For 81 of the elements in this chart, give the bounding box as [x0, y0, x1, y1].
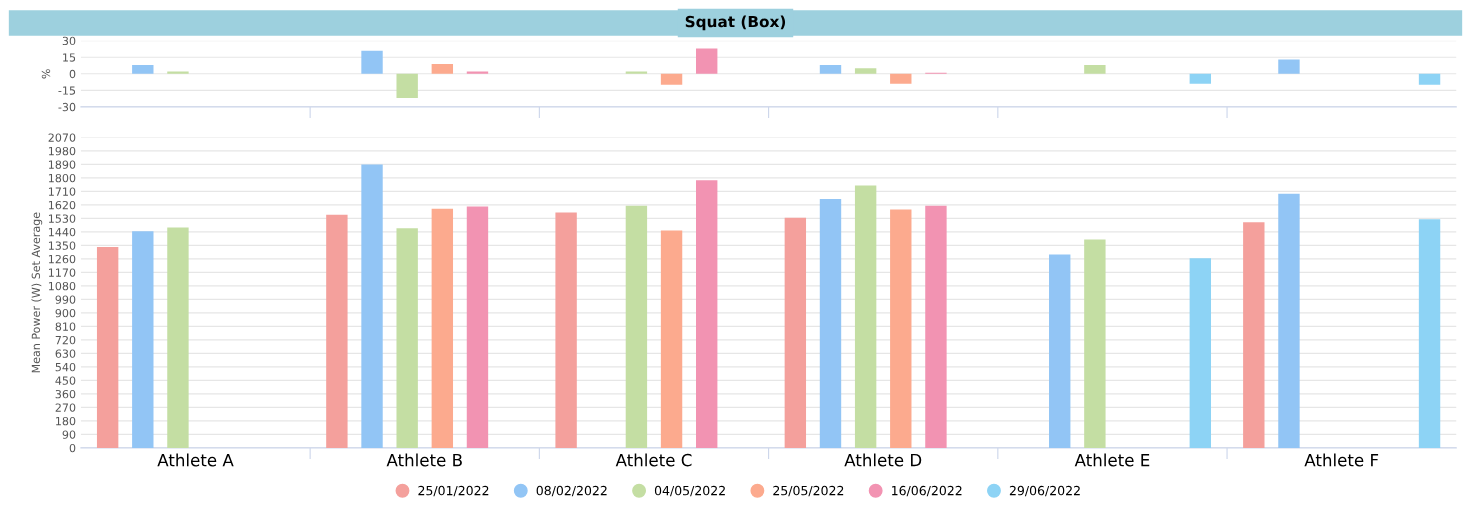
y-tick-label: 360: [55, 389, 76, 399]
y-tick-label: 2070: [48, 133, 76, 142]
y-tick-label: -30: [58, 102, 76, 112]
legend-label: 25/01/2022: [418, 485, 489, 497]
bar: [660, 73, 683, 85]
x-tick-label: Athlete C: [615, 453, 692, 467]
y-tick-label: 0: [69, 69, 76, 79]
bar: [854, 68, 877, 74]
bar: [396, 73, 418, 99]
legend-label: 16/06/2022: [892, 485, 962, 497]
bar: [696, 48, 718, 74]
bar: [396, 228, 418, 448]
bar: [167, 227, 189, 448]
bar: [167, 71, 189, 74]
bar: [555, 212, 577, 448]
bar: [1278, 193, 1300, 448]
bar: [1278, 59, 1300, 74]
bar: [890, 209, 912, 448]
bar: [1189, 73, 1212, 84]
bar: [1418, 73, 1441, 85]
y-tick-label: 1980: [48, 146, 76, 156]
bar: [1189, 258, 1212, 448]
y-tick-label: 540: [55, 362, 76, 372]
x-tick-label: Athlete E: [1074, 453, 1150, 467]
bar: [625, 205, 648, 448]
bar: [326, 214, 348, 448]
x-tick-label: Athlete D: [844, 453, 922, 467]
bar: [1084, 239, 1106, 448]
legend-label: 04/05/2022: [654, 485, 725, 497]
y-tick-label: 0: [69, 443, 76, 453]
legend-label: 29/06/2022: [1009, 485, 1080, 497]
bar: [696, 180, 718, 448]
bar: [1049, 254, 1071, 448]
y-tick-label: 810: [55, 322, 76, 331]
bar: [660, 230, 683, 448]
y-tick-label: 630: [55, 349, 76, 358]
bar: [890, 73, 912, 84]
y-tick-label: 1620: [48, 200, 76, 210]
bar: [132, 64, 154, 74]
bar: [854, 185, 877, 448]
chart-title: Squat (Box): [685, 15, 786, 31]
y-tick-label: 180: [56, 416, 76, 426]
y-tick-label: 90: [62, 430, 76, 439]
y-tick-label: 1440: [48, 227, 76, 237]
bar: [466, 206, 489, 448]
y-tick-label: 1260: [48, 254, 76, 264]
y-tick-label: 1530: [48, 214, 76, 223]
y-tick-label: 1890: [48, 160, 76, 169]
y-tick-label: 1710: [48, 187, 76, 196]
bar: [132, 231, 154, 448]
bar: [925, 205, 947, 448]
y-tick-label: 720: [55, 335, 76, 345]
bar: [431, 208, 454, 448]
bar: [819, 198, 842, 448]
y-tick-label: 15: [63, 53, 76, 62]
y-tick-label: 1800: [48, 173, 76, 183]
bar: [1418, 219, 1441, 448]
x-tick-label: Athlete F: [1304, 453, 1379, 467]
bar: [361, 50, 383, 74]
y-axis-title: Mean Power (W) Set Average: [31, 212, 43, 373]
bar: [361, 164, 383, 448]
y-tick-label: 990: [55, 295, 76, 304]
bar: [1084, 64, 1106, 74]
y-tick-label: 1170: [48, 268, 76, 277]
y-tick-label: 30: [62, 36, 76, 46]
bar: [784, 217, 807, 448]
bar: [1243, 222, 1265, 448]
x-tick-label: Athlete A: [157, 453, 234, 467]
bar: [819, 64, 842, 74]
y-tick-label: 270: [55, 403, 76, 412]
bar: [96, 246, 119, 448]
y-tick-label: 1350: [48, 241, 76, 250]
y-axis-title: %: [41, 69, 51, 79]
bar: [431, 63, 454, 74]
x-tick-label: Athlete B: [386, 453, 462, 467]
legend-label: 25/05/2022: [773, 485, 844, 497]
y-tick-label: 450: [55, 376, 76, 385]
y-tick-label: 900: [55, 308, 76, 318]
y-tick-label: -15: [58, 86, 76, 95]
legend-label: 08/02/2022: [536, 485, 607, 497]
y-tick-label: 1080: [48, 281, 76, 291]
